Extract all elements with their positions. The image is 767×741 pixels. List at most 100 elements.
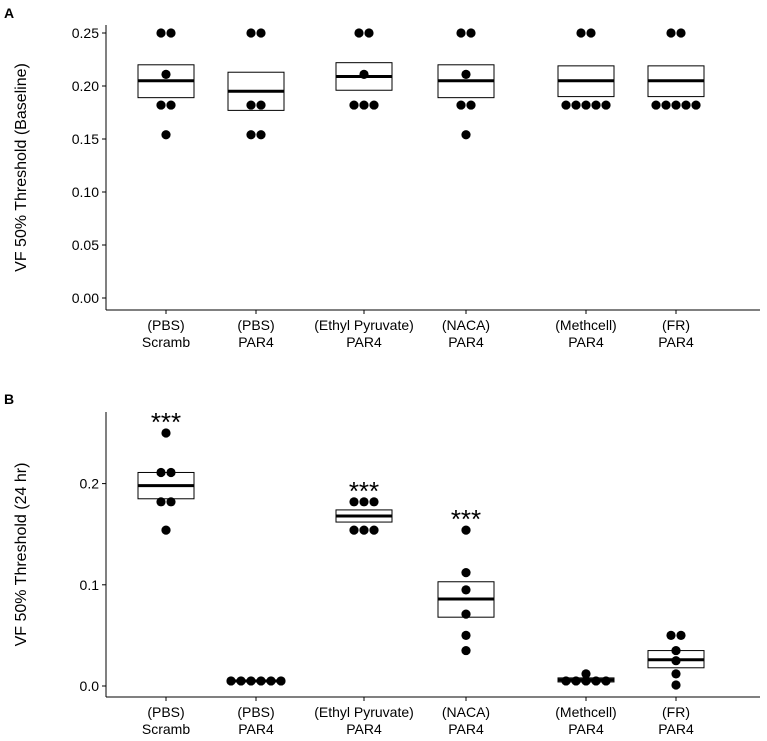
data-point [691,100,700,109]
x-tick-label: PAR4 [238,334,274,350]
data-point [581,676,590,685]
data-point [161,70,170,79]
data-point [276,676,285,685]
data-point [671,646,680,655]
y-tick-label: 0.1 [80,577,100,593]
data-point [266,676,275,685]
data-point [591,676,600,685]
x-tick-label: (Ethyl Pyruvate) [314,317,414,333]
data-point [349,100,358,109]
y-tick-label: 0.15 [72,131,99,147]
data-point [369,100,378,109]
data-point [676,631,685,640]
panel-label: B [4,391,14,407]
data-point [461,631,470,640]
x-tick-label: (FR) [662,704,690,720]
y-tick-label: 0.25 [72,25,99,41]
data-point [661,100,670,109]
figure: A0.000.050.100.150.200.25VF 50% Threshol… [0,0,767,741]
y-tick-label: 0.05 [72,237,99,253]
data-point [666,28,675,37]
data-point [461,646,470,655]
data-point [246,130,255,139]
data-point [246,28,255,37]
data-point [359,70,368,79]
data-point [359,100,368,109]
y-tick-label: 0.2 [80,476,100,492]
x-tick-label: PAR4 [568,721,604,737]
data-point [561,676,570,685]
data-point [161,526,170,535]
y-axis-title: VF 50% Threshold (Baseline) [13,63,30,272]
y-tick-label: 0.20 [72,78,99,94]
x-tick-label: (PBS) [147,317,184,333]
data-point [461,568,470,577]
data-point [601,676,610,685]
data-point [671,680,680,689]
data-point [156,100,165,109]
data-point [666,631,675,640]
x-tick-label: PAR4 [346,334,382,350]
x-tick-label: Scramb [142,334,190,350]
data-point [226,676,235,685]
data-point [166,100,175,109]
data-point [466,100,475,109]
data-point [591,100,600,109]
data-point [156,468,165,477]
significance-annotation: *** [451,504,481,534]
data-point [461,70,470,79]
data-point [681,100,690,109]
data-point [651,100,660,109]
x-tick-label: PAR4 [448,721,484,737]
data-point [671,669,680,678]
x-tick-label: PAR4 [238,721,274,737]
data-point [246,676,255,685]
data-point [466,28,475,37]
data-point [571,676,580,685]
x-tick-label: (PBS) [237,704,274,720]
data-point [256,130,265,139]
data-point [456,100,465,109]
data-point [354,28,363,37]
x-tick-label: PAR4 [568,334,604,350]
x-tick-label: (Methcell) [555,317,616,333]
y-tick-label: 0.00 [72,290,99,306]
x-tick-label: (PBS) [237,317,274,333]
data-point [561,100,570,109]
data-point [246,100,255,109]
data-point [571,100,580,109]
significance-annotation: *** [151,407,181,437]
y-tick-label: 0.0 [80,678,100,694]
data-point [676,28,685,37]
significance-annotation: *** [349,476,379,506]
x-tick-label: (NACA) [442,317,490,333]
data-point [256,100,265,109]
x-tick-label: (Ethyl Pyruvate) [314,704,414,720]
data-point [581,100,590,109]
data-point [156,28,165,37]
panel-a: A 0.00 0.05 0.10 0.15 0.20 0.25 VF 50% Threshol… [4,5,760,350]
panel-b: B0.00.10.2VF 50% Threshold (24 hr)(PBS)S… [4,391,760,737]
x-tick-label: Scramb [142,721,190,737]
data-point [576,28,585,37]
data-point [461,610,470,619]
data-point [456,28,465,37]
x-tick-label: (PBS) [147,704,184,720]
y-tick-label: 0.10 [72,184,99,200]
data-point [156,497,165,506]
data-point [461,130,470,139]
x-tick-label: (Methcell) [555,704,616,720]
data-point [166,28,175,37]
data-point [601,100,610,109]
data-point [364,28,373,37]
data-point [161,130,170,139]
data-point [586,28,595,37]
data-point [369,526,378,535]
data-point [166,468,175,477]
x-tick-label: (NACA) [442,704,490,720]
data-point [359,526,368,535]
x-tick-label: PAR4 [448,334,484,350]
data-point [671,656,680,665]
data-point [671,100,680,109]
data-point [166,497,175,506]
